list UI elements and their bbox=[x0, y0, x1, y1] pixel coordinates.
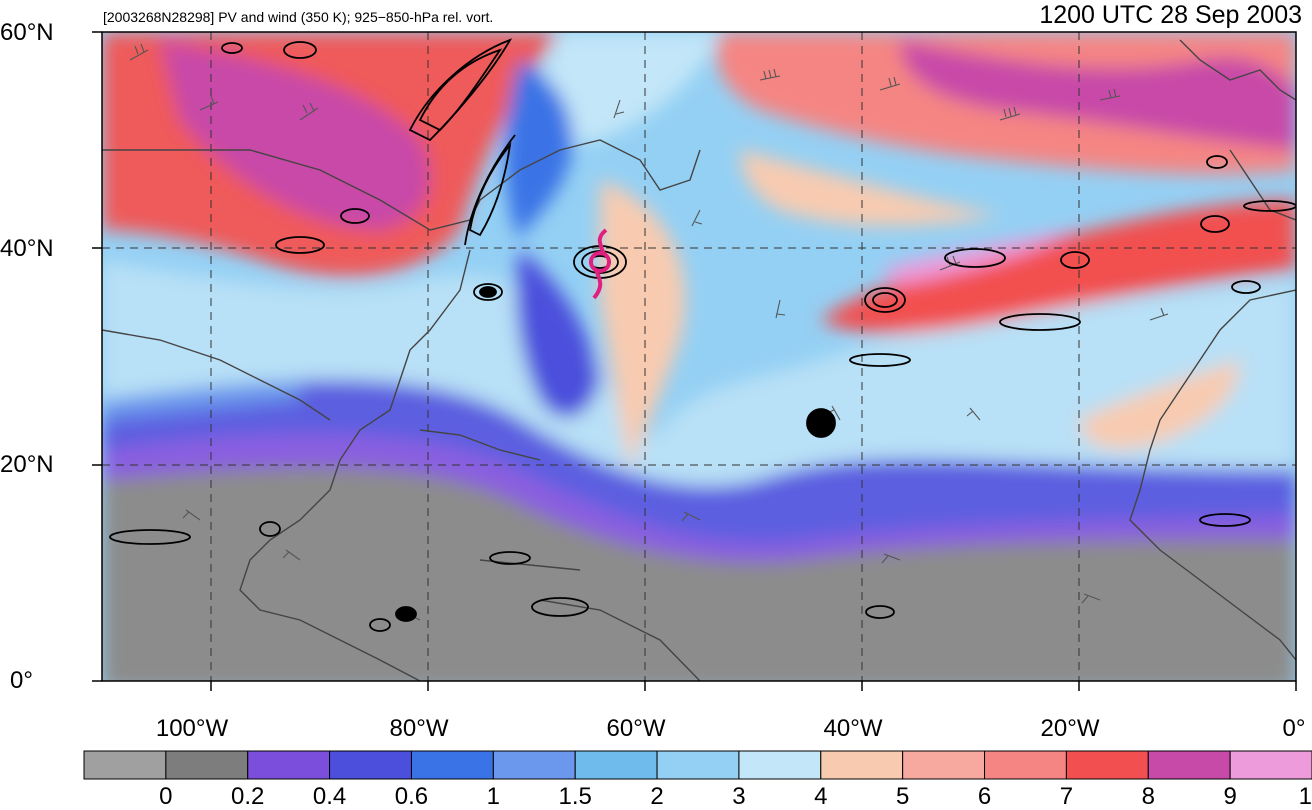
colorbar-label-4: 1 bbox=[486, 783, 501, 810]
colorbar-label-9: 5 bbox=[895, 783, 910, 810]
colorbar-label-7: 3 bbox=[732, 783, 746, 810]
colorbar-box-1 bbox=[165, 750, 249, 780]
colorbar-box-13 bbox=[1147, 750, 1231, 780]
tropical-cyclone-icon bbox=[589, 228, 611, 300]
lon-label-80w: 80°W bbox=[389, 715, 449, 742]
lat-label-60n: 60°N bbox=[0, 19, 54, 46]
axis-ticks bbox=[92, 31, 1297, 691]
colorbar-box-12 bbox=[1065, 750, 1149, 780]
colorbar-label-2: 0.4 bbox=[312, 783, 347, 810]
coastlines bbox=[102, 39, 1296, 681]
colorbar-label-13: 9 bbox=[1223, 783, 1237, 810]
colorbar-label-8: 4 bbox=[814, 783, 828, 810]
colorbar-label-3: 0.6 bbox=[394, 783, 429, 810]
colorbar-box-10 bbox=[902, 750, 986, 780]
plot-description: [2003268N28298] PV and wind (350 K); 925… bbox=[103, 9, 494, 25]
colorbar-box-0 bbox=[83, 750, 167, 780]
colorbar-box-3 bbox=[329, 750, 412, 780]
lon-label-60w: 60°W bbox=[606, 715, 666, 742]
map-field bbox=[102, 32, 1296, 681]
colorbar-label-0: 0 bbox=[159, 783, 173, 810]
lon-label-100w: 100°W bbox=[155, 715, 229, 742]
lon-label-20w: 20°W bbox=[1040, 715, 1100, 742]
colorbar-label-14: 10 bbox=[1298, 783, 1312, 810]
lon-label-40w: 40°W bbox=[823, 715, 883, 742]
valid-time: 1200 UTC 28 Sep 2003 bbox=[1039, 1, 1302, 29]
lat-label-0: 0° bbox=[10, 667, 33, 694]
colorbar-box-2 bbox=[247, 750, 331, 780]
colorbar-label-11: 7 bbox=[1059, 783, 1074, 810]
colorbar-box-5 bbox=[492, 750, 576, 780]
wind-barbs bbox=[129, 43, 1169, 622]
colorbar-label-5: 1.5 bbox=[558, 783, 592, 810]
lat-label-20n: 20°N bbox=[0, 451, 54, 478]
lat-label-40n: 40°N bbox=[0, 235, 54, 262]
colorbar-box-7 bbox=[656, 750, 740, 780]
colorbar-box-9 bbox=[820, 750, 904, 780]
colorbar-label-1: 0.2 bbox=[231, 783, 265, 810]
lon-label-0: 0° bbox=[1282, 715, 1306, 742]
colorbar-label-6: 2 bbox=[650, 783, 664, 810]
colorbar-box-6 bbox=[574, 750, 658, 780]
vorticity-contours bbox=[109, 38, 1296, 632]
colorbar-box-4 bbox=[410, 750, 494, 780]
colorbar-box-8 bbox=[738, 750, 822, 780]
colorbar-box-14 bbox=[1229, 750, 1312, 780]
colorbar-box-11 bbox=[984, 750, 1067, 780]
colorbar-label-12: 8 bbox=[1141, 783, 1155, 810]
map-frame bbox=[101, 31, 1297, 682]
colorbar-label-10: 6 bbox=[977, 783, 992, 810]
